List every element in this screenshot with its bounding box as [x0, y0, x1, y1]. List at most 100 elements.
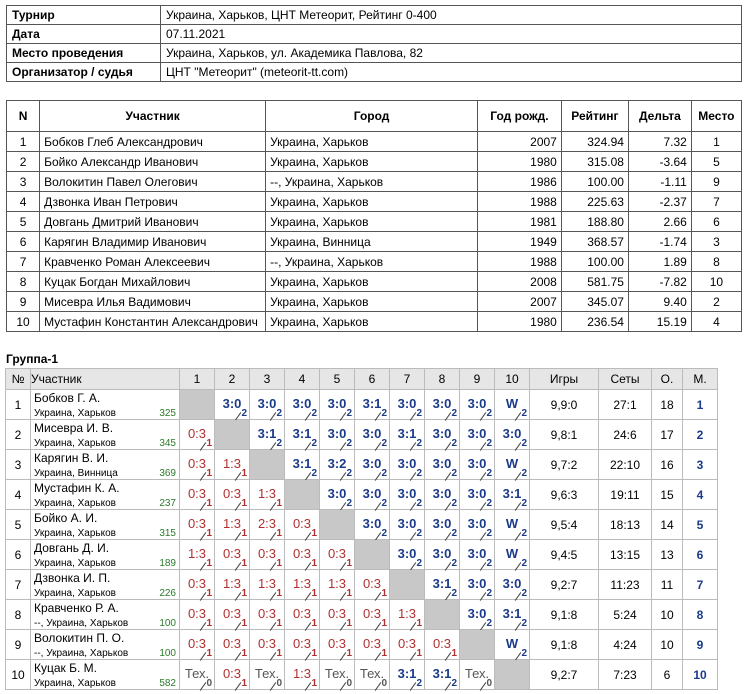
match-result-cell: Тех. 0	[354, 659, 390, 691]
match-score: 1:3	[292, 576, 312, 591]
group-row-number: 5	[5, 509, 31, 540]
group-points: 15	[651, 479, 683, 510]
match-score: 0:3	[292, 606, 312, 621]
match-score: 0:3	[292, 516, 312, 531]
match-result-cell: 0:3 1	[179, 479, 215, 511]
participant-cell: -1.11	[627, 171, 692, 192]
participant-cell: 315.08	[560, 151, 629, 172]
match-result-cell: 0:3 1	[249, 629, 285, 661]
group-player-city: --, Украина, Харьков	[34, 648, 129, 659]
match-score: 3:0	[432, 456, 452, 471]
match-points: 1	[311, 618, 317, 629]
match-points: 2	[486, 618, 492, 629]
group-player-cell: Мисевра И. В. Украина, Харьков 345	[30, 419, 180, 450]
match-score: 3:0	[397, 396, 417, 411]
participant-row: 6 Карягин Владимир Иванович Украина, Винни…	[5, 231, 743, 252]
group-sets: 19:11	[598, 479, 652, 510]
match-points: 2	[311, 468, 317, 479]
match-score: 1:3	[222, 576, 242, 591]
group-points: 18	[651, 389, 683, 420]
participant-cell: Украина, Харьков	[265, 191, 479, 212]
participant-cell: 581.75	[560, 271, 629, 292]
group-player-city: Украина, Винница	[34, 468, 118, 479]
match-result-cell: 0:3 1	[214, 659, 250, 691]
group-player-city: Украина, Харьков	[34, 678, 116, 689]
group-place: 2	[682, 419, 718, 450]
group-place: 3	[682, 449, 718, 480]
participant-cell: 1	[690, 131, 743, 152]
match-result-cell: 1:3 1	[319, 569, 355, 601]
match-points: 2	[381, 438, 387, 449]
match-points: 1	[346, 558, 352, 569]
match-score: 3:1	[362, 396, 382, 411]
tournament-label: Турнир	[6, 5, 161, 25]
match-result-cell: 0:3 1	[179, 449, 215, 481]
match-points: 2	[311, 438, 317, 449]
group-sets: 4:24	[598, 629, 652, 660]
group-player-city: Украина, Харьков	[34, 408, 116, 419]
match-points: 1	[241, 528, 247, 539]
match-score: 3:1	[292, 426, 312, 441]
group-points: 6	[651, 659, 683, 690]
group-sets: 11:23	[598, 569, 652, 600]
match-score: 3:0	[327, 486, 347, 501]
match-score: 0:3	[397, 636, 417, 651]
group-place: 8	[682, 599, 718, 630]
group-header-cell: 2	[214, 368, 250, 390]
group-player-rating: 345	[159, 438, 176, 449]
match-result-cell: 3:1 2	[424, 569, 460, 601]
match-result-cell: 0:3 1	[179, 599, 215, 631]
match-score: Тех.	[464, 666, 490, 681]
participant-cell: 4	[5, 191, 41, 212]
score-divider	[409, 682, 417, 691]
match-points: 0	[276, 678, 282, 689]
match-result-cell: 0:3 1	[179, 419, 215, 451]
group-sets: 7:23	[598, 659, 652, 690]
match-score: 3:0	[327, 396, 347, 411]
match-points: 2	[521, 438, 527, 449]
participant-row: 5 Довгань Дмитрий Иванович Украина, Харько…	[5, 211, 743, 232]
match-result-cell: 0:3 1	[319, 599, 355, 631]
group-player-city: Украина, Харьков	[34, 528, 116, 539]
group-points: 10	[651, 629, 683, 660]
group-title: Группа-1	[6, 352, 59, 366]
participant-cell: Украина, Харьков	[265, 271, 479, 292]
self-match-cell	[284, 479, 320, 510]
participant-cell: 2.66	[627, 211, 692, 232]
match-points: 2	[486, 498, 492, 509]
match-points: 2	[416, 408, 422, 419]
match-score: 0:3	[222, 666, 242, 681]
match-score: 1:3	[257, 576, 277, 591]
group-row-number: 4	[5, 479, 31, 510]
group-results-table: № Участник 1 2 3 4 5 6 7 8 9 10 Игры Сеты О. М. 1 Бобков…	[5, 368, 718, 691]
match-points: 1	[206, 468, 212, 479]
participant-cell: 100.00	[560, 171, 629, 192]
participant-cell: -3.64	[627, 151, 692, 172]
participant-cell: --, Украина, Харьков	[265, 251, 479, 272]
match-score: 3:0	[467, 396, 487, 411]
match-score: 0:3	[362, 636, 382, 651]
group-row: 8 Кравченко Р. А. --, Украина, Харьков 100 0…	[5, 599, 718, 631]
match-score: 1:3	[257, 486, 277, 501]
participant-cell: 1981	[477, 211, 562, 232]
match-score: 0:3	[292, 546, 312, 561]
match-score: 3:0	[467, 576, 487, 591]
match-points: 0	[206, 678, 212, 689]
match-points: 1	[241, 618, 247, 629]
self-match-cell	[319, 509, 355, 540]
participant-cell: 2	[690, 291, 743, 312]
match-result-cell: 3:0 2	[459, 449, 495, 481]
group-row: 3 Карягин В. И. Украина, Винница 369 0:3 1 1:3…	[5, 449, 718, 481]
match-result-cell: 0:3 1	[354, 599, 390, 631]
match-result-cell: 3:0 2	[319, 479, 355, 511]
group-player-rating: 100	[159, 648, 176, 659]
match-points: 0	[486, 678, 492, 689]
match-score: 3:0	[467, 486, 487, 501]
group-header-cell: 4	[284, 368, 320, 390]
match-points: 2	[521, 558, 527, 569]
participant-cell: 6	[690, 211, 743, 232]
group-points: 13	[651, 539, 683, 570]
match-result-cell: 0:3 1	[319, 539, 355, 571]
group-player-rating: 237	[159, 498, 176, 509]
